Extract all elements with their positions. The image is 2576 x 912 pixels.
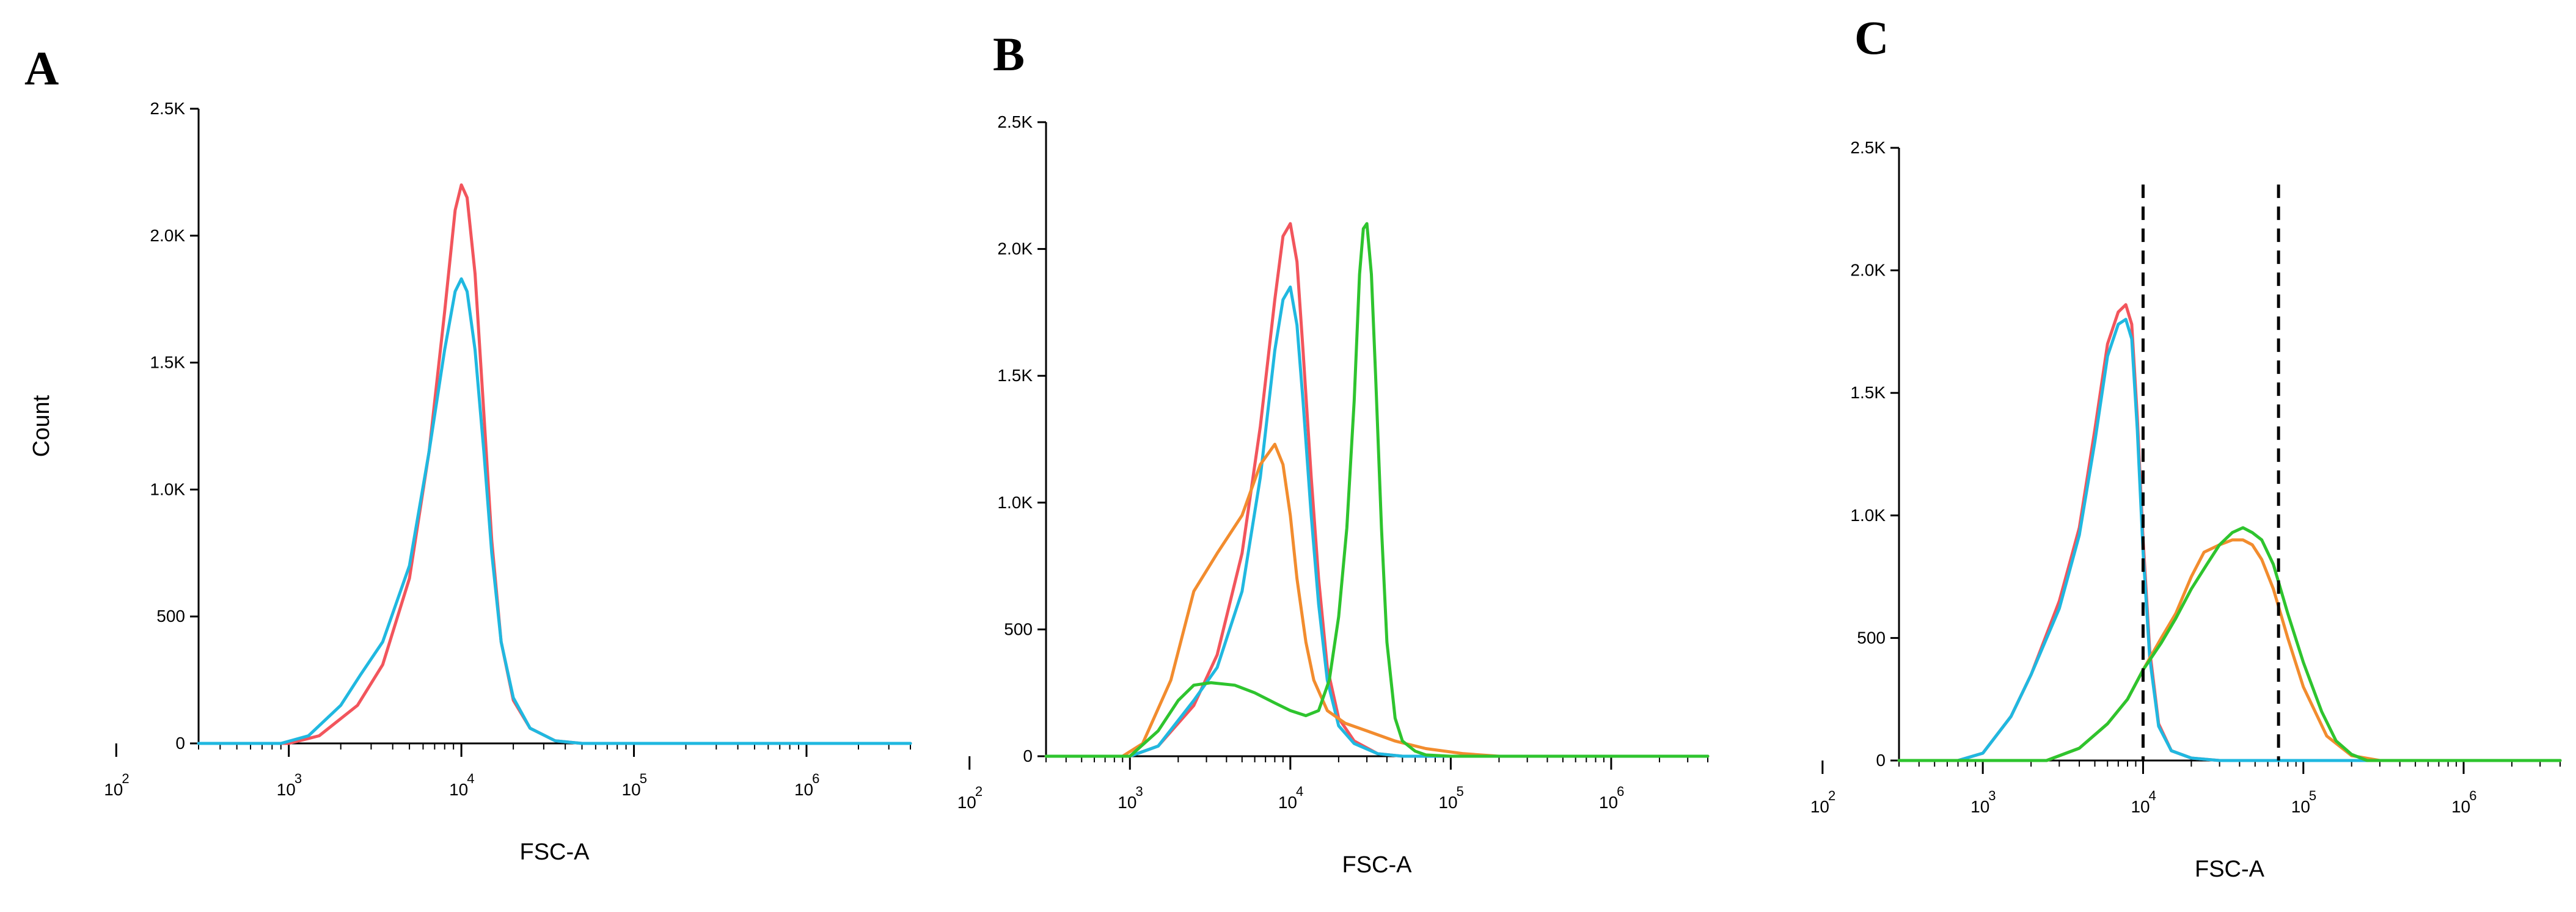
x-tick-label-a: 104 xyxy=(449,771,474,799)
x-tick-label-c: 105 xyxy=(2291,788,2316,816)
y-tick-label-c: 1.5K xyxy=(1850,383,1886,402)
y-tick-label-b: 2.5K xyxy=(997,112,1033,131)
y-tick-label-a: 2.0K xyxy=(150,226,185,245)
x-axis-label-b: FSC-A xyxy=(1342,852,1413,878)
x-tick-label-c: 102 xyxy=(1810,788,1835,816)
x-tick-label-b: 104 xyxy=(1278,784,1303,812)
y-axis-label-a: Count xyxy=(29,395,54,457)
x-tick-label-c: 103 xyxy=(1970,788,1996,816)
series-green-b xyxy=(1044,222,1710,758)
y-tick-label-a: 500 xyxy=(156,607,185,626)
panel-c: C 0 500 1.0K 1.5K 2.0K 2.5K 102 103 104 105 106 FSC… xyxy=(1810,11,2562,882)
y-tick-label-c: 1.0K xyxy=(1850,506,1886,525)
series-cyan-a xyxy=(197,277,912,745)
y-tick-label-a: 1.5K xyxy=(150,353,185,372)
y-tick-label-b: 1.0K xyxy=(997,493,1033,512)
panel-letter-a: A xyxy=(24,42,59,95)
series-green-c xyxy=(1897,526,2562,762)
series-orange-b xyxy=(1044,442,1710,758)
y-tick-label-b: 500 xyxy=(1004,619,1033,638)
x-tick-label-b: 102 xyxy=(957,784,982,812)
y-tick-label-c: 500 xyxy=(1857,628,1886,647)
x-tick-label-a: 103 xyxy=(277,771,302,799)
y-tick-label-c: 2.5K xyxy=(1850,138,1886,157)
plot-c: 0 500 1.0K 1.5K 2.0K 2.5K 102 103 104 105 106 FSC-A xyxy=(1810,138,2562,882)
x-tick-label-a: 102 xyxy=(104,771,129,799)
x-tick-label-a: 105 xyxy=(622,771,647,799)
y-tick-label-b: 1.5K xyxy=(997,366,1033,385)
y-tick-label-b: 2.0K xyxy=(997,239,1033,258)
y-tick-label-b: 0 xyxy=(1023,746,1033,765)
y-tick-label-a: 0 xyxy=(175,734,185,753)
series-cyan-c xyxy=(1897,318,2562,762)
x-tick-label-a: 106 xyxy=(794,771,819,799)
panel-a: A 0 500 1.0K 1.5K 2.0K 2.5K 102 103 104 105 106 FSC… xyxy=(24,42,912,865)
panel-b: B 0 500 1.0K 1.5K 2.0K 2.5K 102 103 104 105 106 FSC… xyxy=(957,27,1710,878)
x-axis-label-a: FSC-A xyxy=(520,839,590,865)
series-orange-c xyxy=(1897,538,2562,762)
panel-letter-c: C xyxy=(1854,11,1889,64)
x-tick-label-b: 106 xyxy=(1599,784,1624,812)
panel-letter-b: B xyxy=(993,27,1025,81)
x-tick-label-c: 104 xyxy=(2131,788,2156,816)
y-tick-label-c: 2.0K xyxy=(1850,261,1886,280)
y-tick-label-c: 0 xyxy=(1876,751,1886,770)
y-tick-label-a: 2.5K xyxy=(150,99,185,118)
series-red-a xyxy=(197,183,912,745)
y-tick-label-a: 1.0K xyxy=(150,480,185,498)
series-cyan-b xyxy=(1044,285,1710,758)
plot-a: 0 500 1.0K 1.5K 2.0K 2.5K 102 103 104 105 106 FSC-A… xyxy=(29,99,912,865)
x-axis-label-c: FSC-A xyxy=(2195,856,2265,882)
x-tick-label-b: 105 xyxy=(1438,784,1463,812)
plot-b: 0 500 1.0K 1.5K 2.0K 2.5K 102 103 104 105 106 FSC-A xyxy=(957,112,1710,878)
series-red-b xyxy=(1044,222,1710,758)
x-tick-label-b: 103 xyxy=(1118,784,1143,812)
series-red-c xyxy=(1897,303,2562,762)
x-tick-label-c: 106 xyxy=(2451,788,2476,816)
